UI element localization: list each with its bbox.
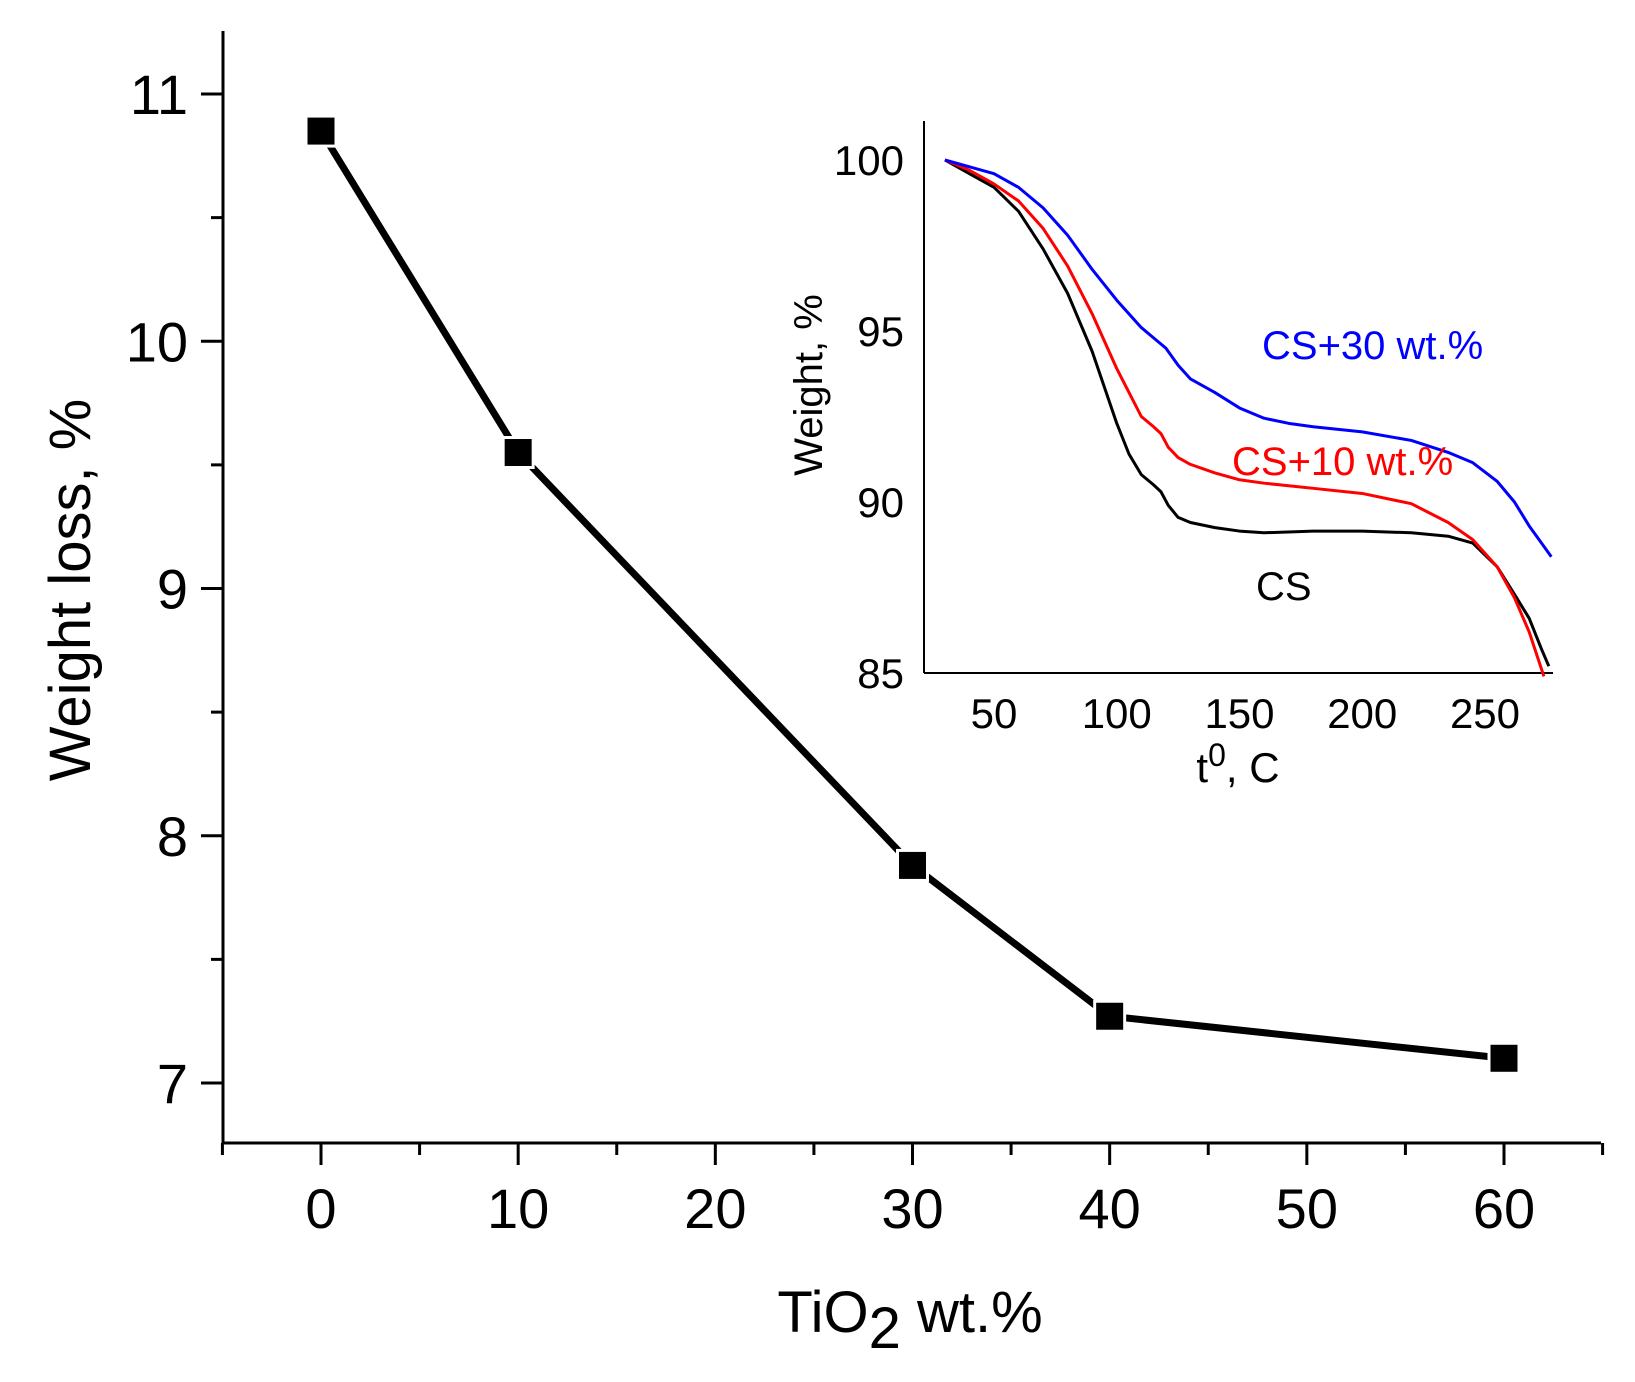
series-line bbox=[318, 129, 1505, 1062]
x-tick-label: 0 bbox=[305, 1177, 336, 1240]
inset-x-tick-label: 200 bbox=[1327, 690, 1397, 737]
main-x-axis-label: TiO2 wt.% bbox=[777, 1280, 1042, 1361]
inset-series-line bbox=[944, 158, 1546, 677]
inset-x-axis-label: t0, C bbox=[1196, 737, 1279, 791]
x-tick-label: 10 bbox=[487, 1177, 549, 1240]
inset-plot: 50 100 150 200 250 85 90 95 100 bbox=[834, 121, 1553, 737]
data-point bbox=[896, 848, 929, 882]
inset-y-axis-label: Weight, % bbox=[787, 294, 831, 476]
y-tick-label: 9 bbox=[157, 558, 188, 621]
inset-x-tick-label: 100 bbox=[1082, 690, 1152, 737]
x-tick-label: 50 bbox=[1276, 1177, 1338, 1240]
inset-x-tick-label: 250 bbox=[1450, 690, 1520, 737]
inset-y-tick-label: 85 bbox=[857, 650, 904, 697]
y-tick-label: 8 bbox=[157, 805, 188, 868]
y-tick-label: 10 bbox=[126, 310, 188, 373]
annotation-cs10: CS+10 wt.% bbox=[1232, 440, 1453, 484]
y-tick-label: 7 bbox=[157, 1052, 188, 1115]
inset-y-tick-label: 95 bbox=[857, 308, 904, 355]
annotation-cs30: CS+30 wt.% bbox=[1262, 324, 1483, 368]
x-tick-label: 30 bbox=[881, 1177, 943, 1240]
data-point bbox=[1093, 999, 1127, 1033]
inset-y-tick-label: 100 bbox=[834, 137, 904, 184]
inset-y-tick-label: 90 bbox=[857, 479, 904, 526]
x-tick-label: 40 bbox=[1079, 1177, 1141, 1240]
data-point bbox=[501, 436, 535, 470]
data-point bbox=[304, 114, 338, 148]
y-tick-label: 11 bbox=[130, 63, 188, 126]
inset-series-line bbox=[944, 158, 1551, 667]
annotation-cs: CS bbox=[1256, 565, 1312, 609]
main-plot: 0 10 20 30 40 50 60 7 8 9 10 11 bbox=[126, 31, 1605, 1240]
inset-x-tick-label: 150 bbox=[1204, 690, 1274, 737]
main-y-axis-label: Weight loss, % bbox=[38, 399, 103, 782]
x-tick-label: 20 bbox=[684, 1177, 746, 1240]
data-point bbox=[1487, 1041, 1521, 1075]
x-tick-label: 60 bbox=[1473, 1177, 1535, 1240]
inset-series-line bbox=[944, 158, 1553, 558]
inset-x-tick-label: 50 bbox=[971, 690, 1018, 737]
